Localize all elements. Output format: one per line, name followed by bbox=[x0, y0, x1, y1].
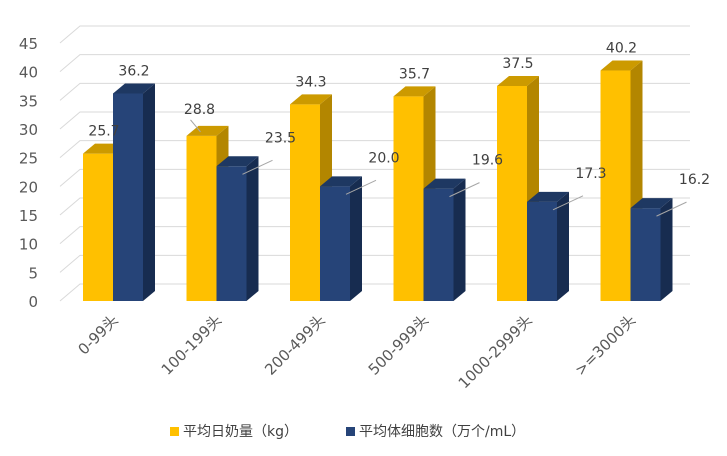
bar-top bbox=[216, 156, 259, 167]
bar-front bbox=[290, 104, 320, 301]
bar-top bbox=[393, 86, 436, 97]
legend-label: 平均日奶量（kg） bbox=[183, 424, 298, 440]
bar-top bbox=[113, 83, 155, 94]
x-tick-label: 200-499头 bbox=[261, 311, 329, 379]
bar-front bbox=[113, 93, 143, 301]
legend-item: 平均体细胞数（万个/mL） bbox=[346, 424, 525, 440]
bar-side bbox=[453, 178, 466, 301]
y-tick-label: 45 bbox=[19, 35, 38, 53]
bar-front bbox=[600, 70, 631, 302]
gridline bbox=[59, 226, 690, 245]
gridline bbox=[59, 283, 690, 302]
bar-top bbox=[527, 191, 569, 202]
gridline bbox=[59, 197, 690, 216]
data-label-leader bbox=[190, 119, 201, 133]
bar-side bbox=[660, 198, 673, 301]
y-tick-label: 30 bbox=[19, 121, 38, 139]
y-tick-label: 35 bbox=[19, 92, 38, 110]
data-label-leader bbox=[449, 182, 480, 198]
y-tick-label: 40 bbox=[19, 64, 38, 82]
bar-side bbox=[143, 83, 155, 301]
data-label-leader bbox=[552, 195, 584, 211]
bar-front bbox=[630, 208, 661, 301]
bar-top bbox=[497, 76, 539, 86]
y-axis-ticks: 0 5 10 15 20 25 30 35 40 45 bbox=[19, 35, 38, 311]
y-tick-label: 0 bbox=[28, 293, 38, 311]
legend-swatch bbox=[346, 427, 355, 436]
gridline bbox=[59, 140, 690, 159]
bar-front bbox=[497, 86, 527, 301]
bar-side bbox=[557, 191, 569, 301]
data-label: 19.6 bbox=[472, 153, 503, 169]
gridline bbox=[59, 111, 690, 130]
bar-top bbox=[600, 60, 643, 71]
legend: 平均日奶量（kg） 平均体细胞数（万个/mL） bbox=[170, 424, 525, 440]
bar-top bbox=[423, 178, 466, 189]
data-label: 36.2 bbox=[118, 63, 149, 79]
bar-front bbox=[393, 96, 424, 301]
data-label: 25.7 bbox=[88, 124, 119, 140]
bar bbox=[423, 178, 466, 301]
data-label-leader bbox=[345, 179, 377, 195]
gridlines bbox=[59, 25, 690, 302]
bar-front bbox=[216, 166, 247, 301]
data-label: 16.2 bbox=[679, 172, 710, 188]
gridline bbox=[59, 168, 690, 187]
data-label: 28.8 bbox=[184, 102, 215, 118]
x-tick-label: 1000-2999头 bbox=[455, 311, 536, 392]
bar-side bbox=[350, 176, 362, 301]
bar-top bbox=[630, 198, 673, 209]
x-axis-ticks: 0-99头 100-199头 200-499头 500-999头 1000-2999头 >… bbox=[74, 311, 639, 392]
bar bbox=[216, 156, 259, 301]
data-label: 35.7 bbox=[399, 66, 430, 82]
data-label-leader bbox=[242, 159, 273, 175]
data-labels: 25.7 36.2 28.8 23.5 34.3 20.0 35.7 19.6 37.5 17.3… bbox=[88, 41, 710, 217]
gridline bbox=[59, 54, 690, 73]
x-tick-label: 100-199头 bbox=[158, 311, 226, 379]
bar-front bbox=[527, 201, 557, 301]
x-tick-label: 0-99头 bbox=[74, 311, 121, 358]
legend-label: 平均体细胞数（万个/mL） bbox=[359, 424, 525, 440]
gridline bbox=[59, 25, 690, 44]
legend-item: 平均日奶量（kg） bbox=[170, 424, 298, 440]
y-tick-label: 5 bbox=[28, 264, 38, 282]
bar-front bbox=[423, 188, 454, 301]
bars bbox=[83, 60, 673, 302]
x-tick-label: 500-999头 bbox=[365, 311, 433, 379]
bar-top bbox=[320, 176, 362, 187]
legend-swatch bbox=[170, 427, 179, 436]
gridline bbox=[59, 254, 690, 273]
bar-front bbox=[320, 186, 350, 301]
bar bbox=[113, 83, 155, 301]
data-label: 17.3 bbox=[575, 166, 606, 182]
bar-top bbox=[290, 94, 332, 105]
bar bbox=[320, 176, 362, 301]
bar bbox=[527, 191, 569, 301]
data-label-leader bbox=[656, 201, 687, 217]
y-tick-label: 20 bbox=[19, 178, 38, 196]
data-label: 40.2 bbox=[606, 41, 637, 57]
data-label: 37.5 bbox=[502, 56, 533, 72]
gridline bbox=[59, 82, 690, 101]
bar-front bbox=[186, 135, 217, 301]
y-tick-label: 25 bbox=[19, 150, 38, 168]
x-tick-label: >=3000头 bbox=[571, 311, 639, 379]
bar bbox=[630, 198, 673, 301]
data-label: 20.0 bbox=[368, 150, 399, 166]
bar-front bbox=[83, 153, 113, 301]
y-tick-label: 10 bbox=[19, 236, 38, 254]
bar-side bbox=[246, 156, 259, 301]
data-label: 23.5 bbox=[265, 130, 296, 146]
y-tick-label: 15 bbox=[19, 207, 38, 225]
data-label: 34.3 bbox=[295, 74, 326, 90]
